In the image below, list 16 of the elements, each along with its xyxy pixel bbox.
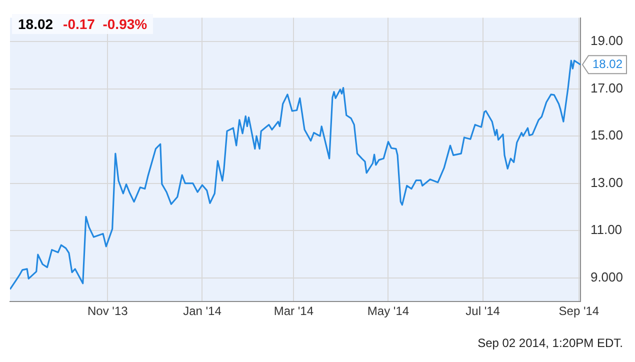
x-tick-label: May '14 — [367, 304, 410, 318]
chart-subtitle: -0.17 -0.93% — [63, 16, 148, 32]
y-tick-label: 17.00 — [590, 80, 624, 96]
y-tick-label: 15.00 — [590, 128, 624, 143]
y-tick-label: 9.000 — [590, 270, 624, 285]
x-tick-label: Sep '14 — [558, 304, 600, 318]
y-tick-label: 11.00 — [590, 222, 622, 238]
y-tick-label: 19.00 — [590, 33, 624, 48]
annotation: 18.02 — [592, 56, 623, 71]
x-tick-label: Jan '14 — [183, 304, 222, 318]
x-tick-label: Mar '14 — [274, 304, 314, 318]
text: Sep 02 2014, 1:20PM EDT. — [478, 336, 623, 350]
x-tick-label: Nov '13 — [88, 304, 128, 318]
x-tick-label: Jul '14 — [466, 304, 500, 318]
y-tick-label: 13.00 — [590, 174, 624, 190]
chart-title: 18.02 — [18, 16, 54, 32]
